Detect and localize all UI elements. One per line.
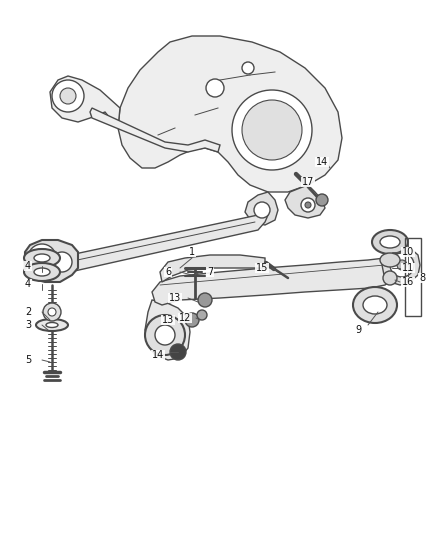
- Circle shape: [206, 79, 224, 97]
- Ellipse shape: [372, 230, 408, 254]
- Text: 13: 13: [169, 293, 181, 303]
- Polygon shape: [50, 76, 120, 128]
- Circle shape: [60, 88, 76, 104]
- Ellipse shape: [24, 249, 60, 267]
- Polygon shape: [48, 210, 268, 272]
- Circle shape: [397, 260, 407, 270]
- Ellipse shape: [380, 253, 400, 267]
- Ellipse shape: [24, 263, 60, 281]
- Polygon shape: [245, 192, 278, 225]
- Circle shape: [232, 90, 312, 170]
- Circle shape: [28, 244, 56, 272]
- Text: 4: 4: [25, 279, 31, 289]
- Text: 3: 3: [25, 320, 31, 330]
- Circle shape: [254, 202, 270, 218]
- Text: 15: 15: [256, 263, 268, 273]
- Text: 14: 14: [316, 157, 328, 167]
- Polygon shape: [285, 185, 325, 218]
- Ellipse shape: [145, 315, 185, 355]
- Circle shape: [242, 100, 302, 160]
- Circle shape: [198, 293, 212, 307]
- Circle shape: [316, 194, 328, 206]
- Text: 4: 4: [25, 261, 31, 271]
- Ellipse shape: [353, 287, 397, 323]
- Text: 12: 12: [179, 313, 191, 323]
- Circle shape: [185, 313, 199, 327]
- Text: 9: 9: [355, 325, 361, 335]
- Ellipse shape: [36, 319, 68, 331]
- Polygon shape: [90, 108, 220, 152]
- Ellipse shape: [155, 325, 175, 345]
- Polygon shape: [145, 300, 190, 360]
- Ellipse shape: [46, 322, 58, 327]
- Polygon shape: [160, 255, 265, 282]
- Circle shape: [52, 252, 72, 272]
- Circle shape: [52, 80, 84, 112]
- Circle shape: [48, 308, 56, 316]
- Text: 7: 7: [207, 267, 213, 277]
- Text: 6: 6: [165, 267, 171, 277]
- Polygon shape: [152, 258, 398, 305]
- Text: 13: 13: [162, 315, 174, 325]
- Polygon shape: [25, 240, 78, 282]
- Ellipse shape: [380, 236, 400, 248]
- Circle shape: [36, 252, 48, 264]
- Ellipse shape: [34, 254, 50, 262]
- Polygon shape: [118, 36, 342, 192]
- Circle shape: [383, 271, 397, 285]
- Ellipse shape: [363, 296, 387, 314]
- Circle shape: [242, 62, 254, 74]
- Text: 14: 14: [152, 350, 164, 360]
- Text: 17: 17: [302, 177, 314, 187]
- Text: 16: 16: [402, 277, 414, 287]
- Text: 2: 2: [25, 307, 31, 317]
- Text: 1: 1: [189, 247, 195, 257]
- Ellipse shape: [34, 268, 50, 276]
- Circle shape: [301, 198, 315, 212]
- Polygon shape: [382, 248, 420, 285]
- Circle shape: [305, 202, 311, 208]
- Circle shape: [197, 310, 207, 320]
- Text: 5: 5: [25, 355, 31, 365]
- Circle shape: [390, 253, 414, 277]
- Text: 10: 10: [402, 247, 414, 257]
- Ellipse shape: [43, 303, 61, 321]
- Circle shape: [170, 344, 186, 360]
- Text: 11: 11: [402, 263, 414, 273]
- Text: 8: 8: [419, 273, 425, 283]
